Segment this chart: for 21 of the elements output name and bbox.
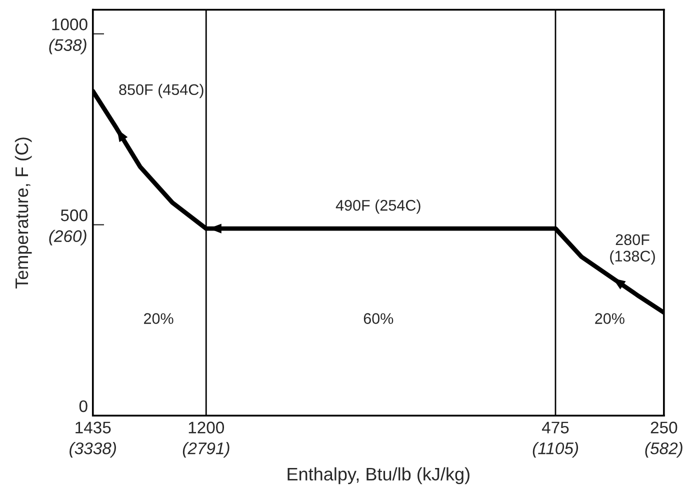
y-tick-label: 1000	[52, 18, 88, 30]
y2-tick-label: (538)	[49, 38, 86, 54]
x-tick-label: 475	[542, 422, 569, 434]
annotation: 20%	[595, 313, 624, 324]
annotation: 490F (254C)	[336, 200, 420, 214]
y-tick-label: 500	[60, 209, 88, 222]
annotation: 60%	[364, 313, 394, 324]
x-tick-label: 1435	[76, 422, 111, 434]
x2-tick-label: (3338)	[70, 442, 116, 458]
x2-tick-label: (1105)	[532, 442, 578, 458]
annotation: 850F (454C)	[119, 84, 204, 98]
y-tick-label: 0	[79, 400, 88, 412]
y2-axis-title: Temperature, F (C)	[14, 138, 32, 289]
x-axis-title: Enthalpy, Btu/lb (kJ/kg)	[288, 467, 470, 484]
annotation: 20%	[144, 313, 174, 324]
x2-tick-label: (582)	[645, 442, 682, 458]
x-tick-label: 250	[650, 422, 678, 434]
y2-tick-label: (260)	[49, 230, 86, 246]
annotation: 280F (138C)	[610, 234, 655, 265]
x-tick-label: 1200	[188, 422, 224, 434]
x2-tick-label: (2791)	[182, 442, 230, 458]
